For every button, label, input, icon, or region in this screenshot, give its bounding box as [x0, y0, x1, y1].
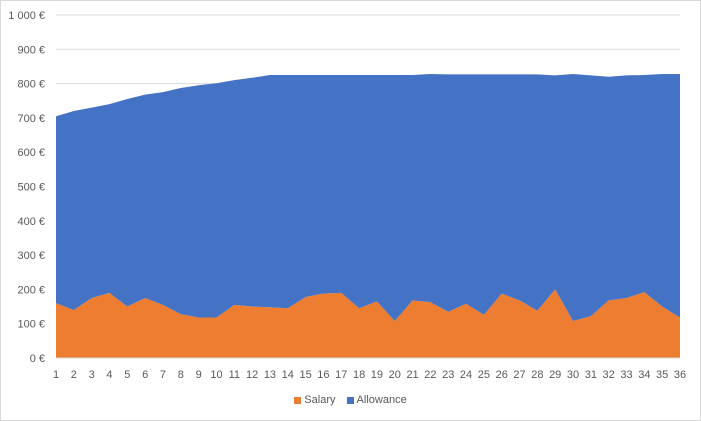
legend-item-allowance: Allowance: [346, 394, 407, 406]
x-tick-label: 29: [549, 369, 561, 381]
x-tick-label: 24: [460, 369, 472, 381]
x-tick-label: 11: [229, 369, 240, 381]
y-tick-label: 900 €: [17, 44, 45, 56]
x-tick-label: 9: [196, 369, 202, 381]
x-tick-label: 5: [124, 369, 130, 381]
x-tick-label: 32: [603, 369, 615, 381]
x-tick-label: 8: [178, 369, 184, 381]
y-tick-label: 1 000 €: [8, 10, 45, 22]
y-tick-label: 600 €: [17, 147, 45, 159]
y-tick-label: 0 €: [30, 353, 45, 365]
legend-swatch-salary: [294, 396, 302, 404]
x-tick-label: 36: [674, 369, 686, 381]
y-axis-tick-labels: 0 € 100 € 200 € 300 € 400 € 500 € 600 € 700 € 80…: [8, 10, 45, 365]
x-tick-label: 19: [371, 369, 383, 381]
x-tick-label: 21: [406, 369, 418, 381]
x-tick-label: 25: [478, 369, 490, 381]
series-areas: [56, 74, 680, 359]
x-tick-label: 34: [638, 369, 650, 381]
y-tick-label: 800 €: [17, 79, 45, 91]
x-tick-label: 20: [389, 369, 401, 381]
x-tick-label: 35: [656, 369, 668, 381]
legend: Salary Allowance: [0, 394, 701, 407]
y-tick-label: 200 €: [17, 284, 45, 296]
legend-label-salary: Salary: [304, 394, 336, 406]
x-tick-label: 16: [317, 369, 329, 381]
x-tick-label: 28: [531, 369, 543, 381]
x-tick-label: 7: [160, 369, 166, 381]
x-tick-label: 14: [282, 369, 294, 381]
x-tick-label: 18: [353, 369, 365, 381]
x-tick-label: 1: [53, 369, 59, 381]
area-salary: [56, 289, 680, 358]
x-axis-tick-labels: 1 2 3 4 5 6 7 8 9 10 11 12 13 14 15 16 17 18 19 20 21 22 23 24 2…: [53, 369, 686, 381]
x-tick-label: 6: [142, 369, 148, 381]
legend-label-allowance: Allowance: [356, 394, 407, 406]
x-tick-label: 30: [567, 369, 579, 381]
area-allowance: [56, 74, 680, 321]
x-tick-label: 27: [513, 369, 525, 381]
y-tick-label: 100 €: [17, 319, 45, 331]
x-tick-label: 3: [89, 369, 95, 381]
y-tick-label: 300 €: [17, 250, 45, 262]
x-tick-label: 10: [210, 369, 222, 381]
x-tick-label: 12: [246, 369, 258, 381]
x-tick-label: 22: [424, 369, 436, 381]
legend-item-salary: Salary: [294, 394, 335, 406]
x-tick-label: 17: [335, 369, 347, 381]
x-tick-label: 33: [620, 369, 632, 381]
y-tick-label: 400 €: [17, 216, 45, 228]
x-tick-label: 13: [264, 369, 276, 381]
x-tick-label: 31: [585, 369, 597, 381]
legend-swatch-allowance: [346, 396, 354, 404]
x-tick-label: 26: [496, 369, 508, 381]
y-tick-label: 700 €: [17, 113, 45, 125]
x-tick-label: 4: [106, 369, 112, 381]
x-tick-label: 15: [299, 369, 311, 381]
y-tick-label: 500 €: [17, 182, 45, 194]
x-tick-label: 23: [442, 369, 454, 381]
x-tick-label: 2: [71, 369, 77, 381]
